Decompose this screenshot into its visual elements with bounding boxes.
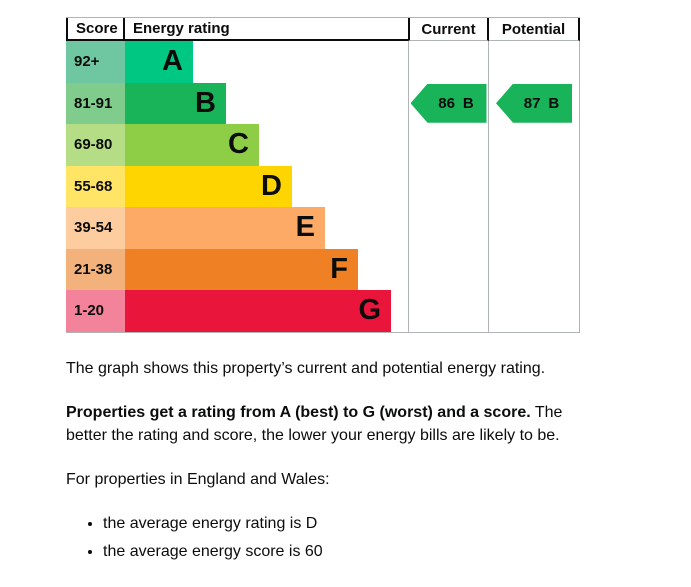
band-bar-g: G (125, 290, 391, 332)
rating-explainer-bold: Properties get a rating from A (best) to… (66, 403, 531, 421)
score-range-e: 39-54 (66, 207, 125, 249)
score-range-a: 92+ (66, 41, 125, 83)
band-letter-a: A (162, 45, 183, 78)
rating-explainer-paragraph: Properties get a rating from A (best) to… (66, 401, 582, 447)
band-cell-b: B (125, 82, 408, 124)
intro-paragraph: The graph shows this property’s current … (66, 359, 546, 377)
score-range-b: 81-91 (66, 82, 125, 124)
header-potential: Potential (489, 18, 580, 41)
potential-rating-arrow: 87 B (496, 83, 572, 123)
header-score: Score (66, 18, 125, 41)
band-letter-f: F (330, 252, 348, 285)
band-bar-a: A (125, 41, 193, 83)
band-letter-c: C (228, 128, 249, 161)
band-cell-e: E (125, 207, 408, 249)
score-range-d: 55-68 (66, 165, 125, 207)
rating-explainer-rest: The better the rating and score, the low… (66, 403, 563, 444)
band-letter-e: E (295, 211, 315, 244)
header-energy-rating: Energy rating (125, 18, 408, 41)
current-rating-arrow: 86 B (410, 83, 487, 123)
band-letter-d: D (261, 169, 282, 202)
band-bar-e: E (125, 207, 325, 249)
potential-band: B (548, 94, 560, 112)
description-section: The graph shows this property’s current … (66, 357, 582, 564)
band-bar-d: D (125, 165, 292, 207)
band-bar-b: B (125, 82, 226, 124)
header-current: Current (408, 18, 489, 41)
average-rating-item: the average energy rating is D (103, 512, 582, 535)
score-range-f: 21-38 (66, 248, 125, 290)
current-rating-column: 86 B (408, 41, 489, 332)
energy-rating-chart: Score Energy rating Current Potential 92… (66, 17, 580, 333)
potential-rating-column: 87 B (489, 41, 580, 332)
score-range-g: 1-20 (66, 290, 125, 332)
band-cell-f: F (125, 248, 408, 290)
epc-page: Score Energy rating Current Potential 92… (0, 0, 691, 564)
band-cell-d: D (125, 165, 408, 207)
region-line: For properties in England and Wales: (66, 471, 330, 489)
band-letter-b: B (195, 86, 216, 119)
band-bar-c: C (125, 124, 259, 166)
band-cell-c: C (125, 124, 408, 166)
score-range-c: 69-80 (66, 124, 125, 166)
potential-score: 87 (523, 94, 541, 112)
band-cell-a: A (125, 41, 408, 83)
band-letter-g: G (358, 294, 381, 327)
band-bar-f: F (125, 248, 358, 290)
current-score: 86 (438, 94, 455, 112)
current-band: B (462, 94, 474, 112)
average-score-item: the average energy score is 60 (103, 540, 582, 563)
averages-list: the average energy rating is D the avera… (66, 512, 582, 563)
band-cell-g: G (125, 290, 408, 332)
